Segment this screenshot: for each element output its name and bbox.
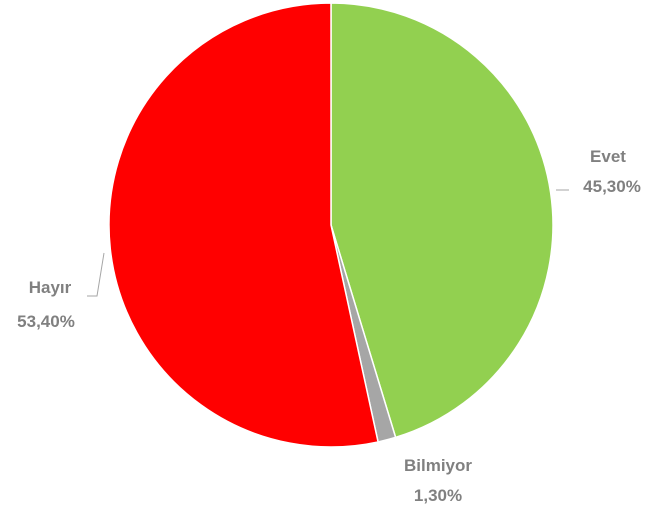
slice-value-evet: 45,30% xyxy=(583,177,641,196)
pie-slice-hayir xyxy=(108,2,379,448)
slice-name-bilmiyor: Bilmiyor xyxy=(404,456,472,475)
slice-name-evet: Evet xyxy=(590,147,626,166)
slice-name-hayir: Hayır xyxy=(29,278,72,297)
pie-slices xyxy=(108,2,554,448)
pie-slice-evet xyxy=(330,2,554,439)
slice-value-bilmiyor: 1,30% xyxy=(414,486,462,505)
leader-line-hayir xyxy=(87,252,105,297)
slice-value-hayir: 53,40% xyxy=(17,312,75,331)
